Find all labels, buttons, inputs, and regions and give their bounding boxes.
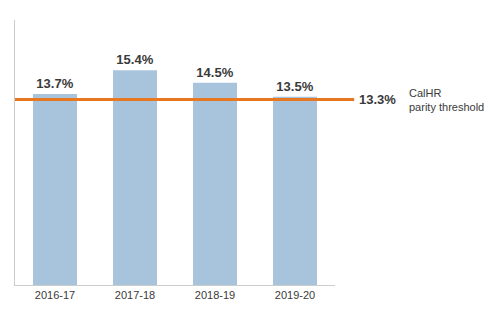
svg-text:2017-18: 2017-18 [115, 289, 155, 301]
svg-text:2016-17: 2016-17 [35, 289, 75, 301]
svg-text:15.4%: 15.4% [116, 52, 153, 67]
svg-text:13.3%: 13.3% [359, 92, 396, 107]
svg-text:13.5%: 13.5% [276, 79, 313, 94]
svg-text:2018-19: 2018-19 [195, 289, 235, 301]
svg-text:13.7%: 13.7% [36, 76, 73, 91]
svg-text:2019-20: 2019-20 [275, 289, 315, 301]
svg-text:14.5%: 14.5% [196, 65, 233, 80]
svg-text:CalHRparity threshold: CalHRparity threshold [409, 87, 484, 113]
